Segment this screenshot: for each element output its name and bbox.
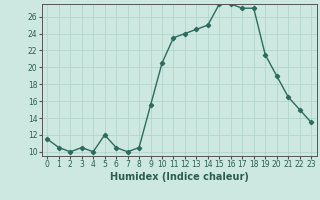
X-axis label: Humidex (Indice chaleur): Humidex (Indice chaleur) <box>110 172 249 182</box>
